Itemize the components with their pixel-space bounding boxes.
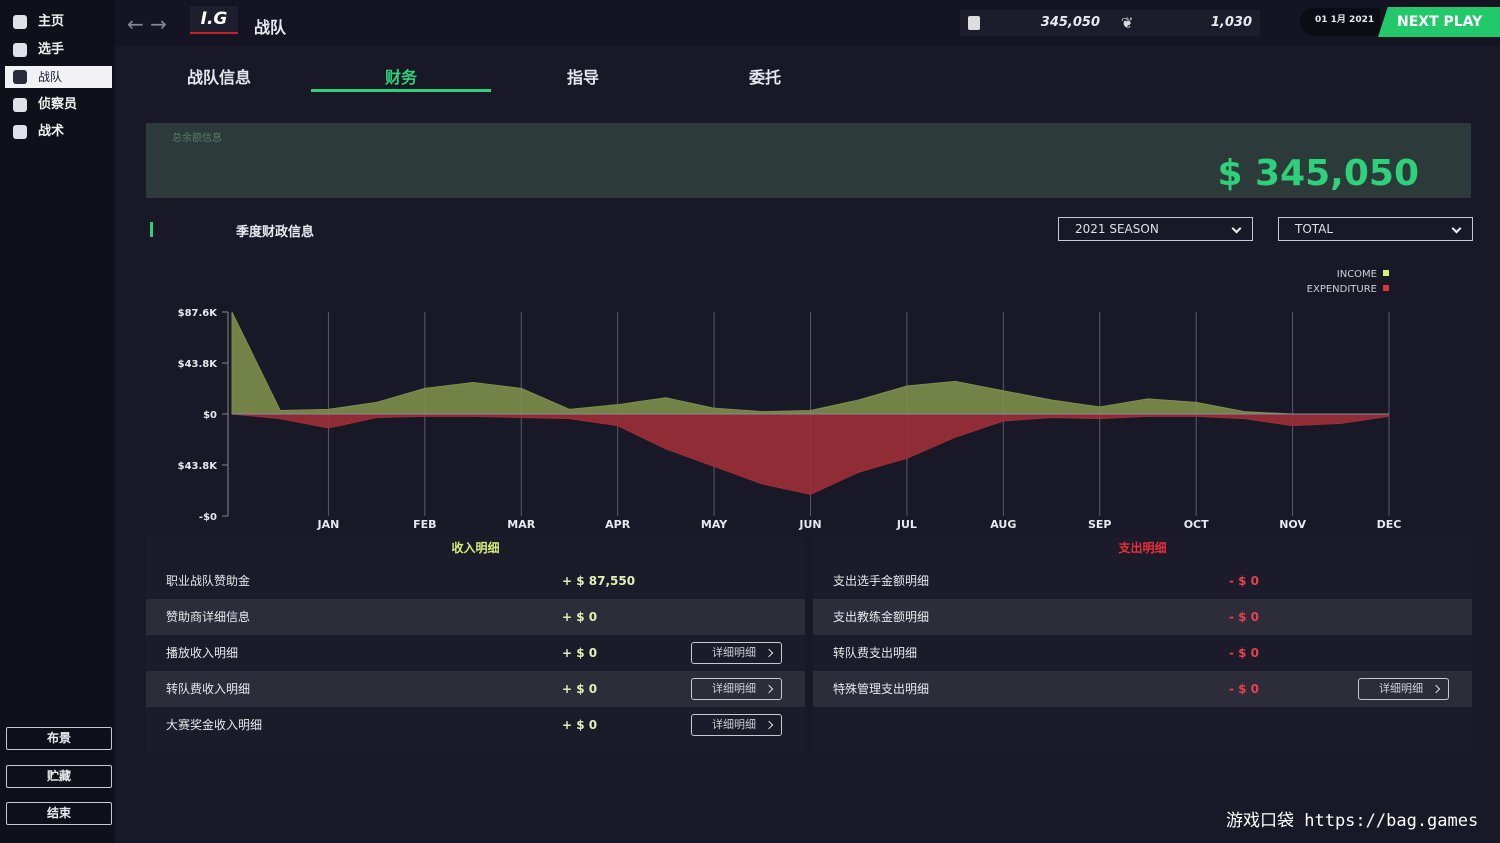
row-amount: - $ 0 (1229, 682, 1260, 696)
y-tick-label: $43.8K (178, 461, 219, 472)
detail-button[interactable]: 详细明细 (691, 642, 782, 664)
money-box (960, 10, 1260, 36)
balance-amount: $ 345,050 (1217, 153, 1419, 194)
next-play-button[interactable]: NEXT PLAY (1378, 7, 1500, 37)
legend-swatch (1383, 285, 1389, 291)
season-dropdown[interactable]: 2021 SEASON (1058, 217, 1253, 241)
table-row: 特殊管理支出明细 - $ 0 详细明细 (813, 671, 1472, 707)
row-label: 赞助商详细信息 (166, 610, 251, 624)
detail-button[interactable]: 详细明细 (1358, 678, 1449, 700)
nav-item[interactable]: 侦察员 (5, 94, 112, 116)
row-amount: + $ 0 (562, 610, 598, 624)
row-label: 支出选手金额明细 (833, 574, 930, 588)
row-label: 播放收入明细 (166, 646, 239, 660)
money: 345,050 (1040, 15, 1100, 30)
balance-panel: 总余额信息 $ 345,050 (146, 123, 1471, 198)
nav-icon (13, 42, 27, 57)
tab[interactable]: 战队信息 (186, 68, 251, 87)
table-row: 职业战队赞助金 + $ 87,550 (146, 563, 805, 599)
x-tick-label: NOV (1279, 518, 1306, 531)
row-label: 支出教练金额明细 (833, 610, 930, 624)
table-row: 大赛奖金收入明细 + $ 0 详细明细 (146, 707, 805, 743)
points-icon: ❦ (1121, 14, 1134, 32)
x-tick-label: MAR (507, 518, 535, 531)
menu-button[interactable]: 贮藏 (6, 764, 112, 788)
row-amount: - $ 0 (1229, 610, 1260, 624)
menu-button[interactable]: 布景 (6, 727, 112, 750)
table-row: 赞助商详细信息 + $ 0 (146, 599, 805, 635)
section-title: 季度财政信息 (236, 225, 315, 240)
panel-title: 收入明细 (451, 541, 500, 555)
money-icon (968, 16, 980, 30)
expenditure-panel: 支出明细支出选手金额明细 - $ 0 支出教练金额明细 - $ 0 转队费支出明细 - $… (813, 537, 1472, 753)
filter-dropdown[interactable]: TOTAL (1278, 217, 1473, 241)
nav-arrows[interactable]: ← → (127, 12, 167, 36)
active-tab-underline (311, 89, 491, 92)
watermark: 游戏口袋 https://bag.games (1226, 811, 1479, 831)
row-label: 大赛奖金收入明细 (166, 718, 263, 732)
date: 01 1月 2021 (1315, 15, 1375, 25)
table-row: 支出选手金额明细 - $ 0 (813, 563, 1472, 599)
x-tick-label: JUN (798, 518, 821, 531)
y-tick-label: $43.8K (178, 359, 219, 370)
row-label: 特殊管理支出明细 (833, 682, 930, 696)
table-row: 支出教练金额明细 - $ 0 (813, 599, 1472, 635)
date-box (1300, 8, 1380, 36)
tab[interactable]: 指导 (566, 68, 599, 87)
row-amount: - $ 0 (1229, 646, 1260, 660)
table-row: 转队费支出明细 - $ 0 (813, 635, 1472, 671)
nav-icon (13, 97, 27, 112)
x-tick-label: SEP (1088, 518, 1112, 531)
nav-item[interactable]: 选手 (5, 39, 112, 61)
nav-item[interactable]: 主页 (5, 11, 112, 33)
tab[interactable]: 财务 (384, 68, 417, 87)
y-tick-label: -$0 (199, 512, 217, 523)
points: 1,030 (1210, 15, 1252, 30)
section-marker (150, 222, 153, 237)
y-tick-label: $87.6K (178, 308, 219, 319)
row-amount: + $ 0 (562, 718, 598, 732)
row-label: 转队费支出明细 (833, 646, 918, 660)
x-tick-label: FEB (413, 518, 436, 531)
finance-chart: JAN FEB MAR APR MAY JUN JUL AUG SEP OCT NOV DEC $87.… (178, 269, 1402, 531)
income-panel: 收入明细职业战队赞助金 + $ 87,550 赞助商详细信息 + $ 0 播放收入明细 +… (146, 537, 805, 753)
menu-button[interactable]: 结束 (6, 802, 112, 825)
nav-item[interactable]: 战术 (5, 121, 112, 143)
team-logo: I.G (190, 6, 238, 34)
page-title: 战队 (254, 18, 287, 37)
legend-label: EXPENDITURE (1307, 284, 1377, 295)
balance-label: 总余额信息 (172, 133, 222, 144)
nav-item[interactable]: 战队 (5, 66, 112, 88)
row-amount: + $ 0 (562, 646, 598, 660)
panel-title: 支出明细 (1118, 541, 1167, 555)
table-row: 播放收入明细 + $ 0 详细明细 (146, 635, 805, 671)
row-amount: - $ 0 (1229, 574, 1260, 588)
nav-icon (13, 15, 27, 29)
row-label: 转队费收入明细 (166, 682, 251, 696)
area-1 (231, 413, 1390, 495)
detail-button[interactable]: 详细明细 (691, 678, 782, 700)
x-tick-label: APR (605, 518, 631, 531)
x-tick-label: AUG (990, 518, 1016, 531)
nav-icon (13, 70, 27, 84)
area-0 (231, 311, 1389, 415)
x-tick-label: JAN (317, 518, 340, 531)
nav-icon (13, 125, 27, 139)
row-amount: + $ 87,550 (562, 574, 636, 588)
sidebar: 主页选手战队侦察员战术布景贮藏结束 (0, 0, 115, 843)
tab[interactable]: 委托 (748, 68, 781, 87)
legend-label: INCOME (1337, 269, 1377, 280)
row-label: 职业战队赞助金 (166, 574, 251, 588)
y-tick-label: $0 (203, 410, 217, 421)
row-amount: + $ 0 (562, 682, 598, 696)
x-tick-label: MAY (701, 518, 728, 531)
x-tick-label: DEC (1377, 518, 1402, 531)
detail-button[interactable]: 详细明细 (691, 714, 782, 736)
table-row: 转队费收入明细 + $ 0 详细明细 (146, 671, 805, 707)
legend-swatch (1383, 270, 1389, 276)
x-tick-label: OCT (1184, 518, 1209, 531)
x-tick-label: JUL (896, 518, 917, 531)
top-bar: ← → I.G 战队 345,050 ❦ 1,030 01 1月 2021 NE… (115, 0, 1500, 46)
